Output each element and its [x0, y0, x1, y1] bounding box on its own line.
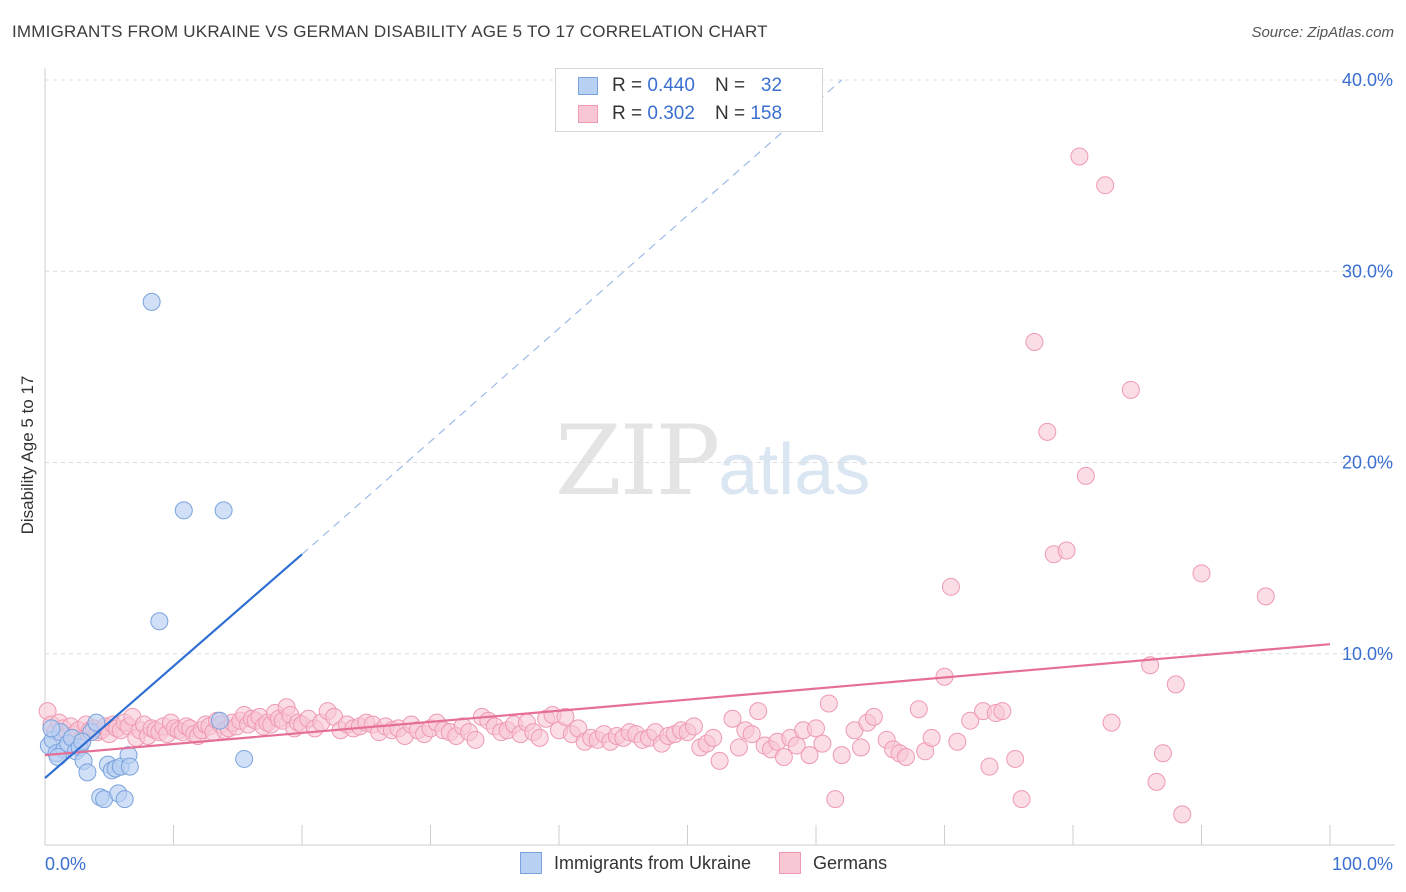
watermark: ZIPatlas — [555, 405, 870, 517]
legend-swatch-ukraine — [578, 77, 598, 95]
german-point — [832, 746, 851, 765]
ukraine-trend-line — [44, 553, 303, 779]
series-legend-ukraine: Immigrants from Ukraine — [520, 852, 751, 874]
german-point — [807, 719, 825, 738]
german-point — [1166, 675, 1185, 694]
ukraine-point — [210, 711, 229, 730]
legend-swatch-germans — [578, 105, 598, 123]
legend-row-germans: R = 0.302 N = 158 — [578, 102, 782, 126]
ukraine-point — [78, 763, 97, 782]
german-point — [1096, 176, 1115, 195]
german-point — [864, 707, 883, 726]
series-legend-germans: Germans — [779, 852, 887, 874]
german-point — [1076, 466, 1095, 485]
german-point — [1173, 805, 1192, 824]
german-point — [980, 757, 999, 776]
german-point — [813, 734, 832, 753]
german-point — [1121, 380, 1140, 399]
series-label-ukraine: Immigrants from Ukraine — [554, 852, 752, 873]
source-label: Source: ZipAtlas.com — [1251, 24, 1394, 41]
ukraine-point — [42, 719, 61, 738]
german-point — [896, 748, 915, 767]
ukraine-point — [120, 757, 139, 776]
series-legend: Immigrants from Ukraine Germans — [520, 852, 915, 874]
german-point — [948, 732, 967, 751]
german-point — [851, 738, 870, 757]
german-point — [1102, 713, 1121, 732]
german-point — [1256, 587, 1275, 606]
y-tick-label: 30.0% — [1342, 261, 1393, 281]
german-point — [800, 746, 819, 765]
german-point — [819, 694, 838, 713]
german-point — [1012, 790, 1031, 809]
legend-n-value: 32 — [760, 75, 783, 96]
ukraine-trend-extension — [301, 79, 843, 555]
german-point — [941, 577, 960, 596]
german-point — [1057, 541, 1076, 560]
german-point — [774, 748, 793, 767]
correlation-legend: R = 0.440 N = 32 R = 0.302 N = 158 — [555, 68, 823, 132]
legend-r-label: R = — [612, 75, 643, 96]
ukraine-point — [142, 292, 161, 311]
legend-row-ukraine: R = 0.440 N = 32 — [578, 74, 782, 98]
german-point — [787, 736, 806, 755]
german-point — [1147, 772, 1166, 791]
german-point — [729, 738, 748, 757]
legend-n-label: N = — [714, 103, 746, 124]
chart-title: IMMIGRANTS FROM UKRAINE VS GERMAN DISABI… — [12, 22, 768, 41]
german-point — [1070, 147, 1089, 166]
german-point — [826, 790, 845, 809]
legend-r-value: 0.302 — [647, 103, 695, 124]
ukraine-point — [73, 732, 92, 751]
german-point — [556, 707, 575, 726]
german-point — [530, 728, 549, 747]
y-tick-label: 40.0% — [1342, 70, 1393, 90]
german-point — [710, 751, 729, 770]
german-point — [466, 730, 485, 749]
german-point — [909, 700, 928, 719]
german-point — [1038, 422, 1057, 441]
legend-n-value: 158 — [750, 103, 783, 124]
german-point — [1192, 564, 1211, 583]
german-point — [704, 728, 723, 747]
series-swatch-germans — [779, 852, 802, 874]
ukraine-point — [87, 713, 106, 732]
ukraine-point — [174, 501, 193, 520]
german-trend-line — [44, 643, 1331, 757]
legend-r-label: R = — [612, 103, 643, 124]
ukraine-point — [115, 790, 134, 809]
series-swatch-ukraine — [520, 852, 542, 874]
watermark-zip: ZIP — [555, 405, 720, 517]
legend-n-label: N = — [714, 75, 746, 96]
legend-r-value: 0.440 — [647, 75, 695, 96]
german-point — [1025, 333, 1044, 352]
x-tick-label: 100.0% — [1332, 854, 1393, 874]
german-point — [749, 702, 768, 721]
x-tick-label: 0.0% — [45, 854, 86, 874]
german-point — [993, 702, 1012, 721]
german-point — [961, 711, 980, 730]
y-tick-label: 10.0% — [1342, 644, 1393, 664]
german-point — [684, 717, 703, 736]
ukraine-point — [150, 612, 169, 631]
watermark-atlas: atlas — [718, 430, 871, 510]
series-label-germans: Germans — [813, 852, 888, 873]
german-point — [1006, 749, 1025, 768]
german-point — [742, 725, 761, 744]
ukraine-point — [235, 749, 254, 768]
german-point — [1153, 744, 1172, 763]
german-point — [723, 709, 742, 728]
german-point — [922, 728, 941, 747]
y-tick-label: 20.0% — [1342, 453, 1393, 473]
ukraine-point — [214, 501, 233, 520]
